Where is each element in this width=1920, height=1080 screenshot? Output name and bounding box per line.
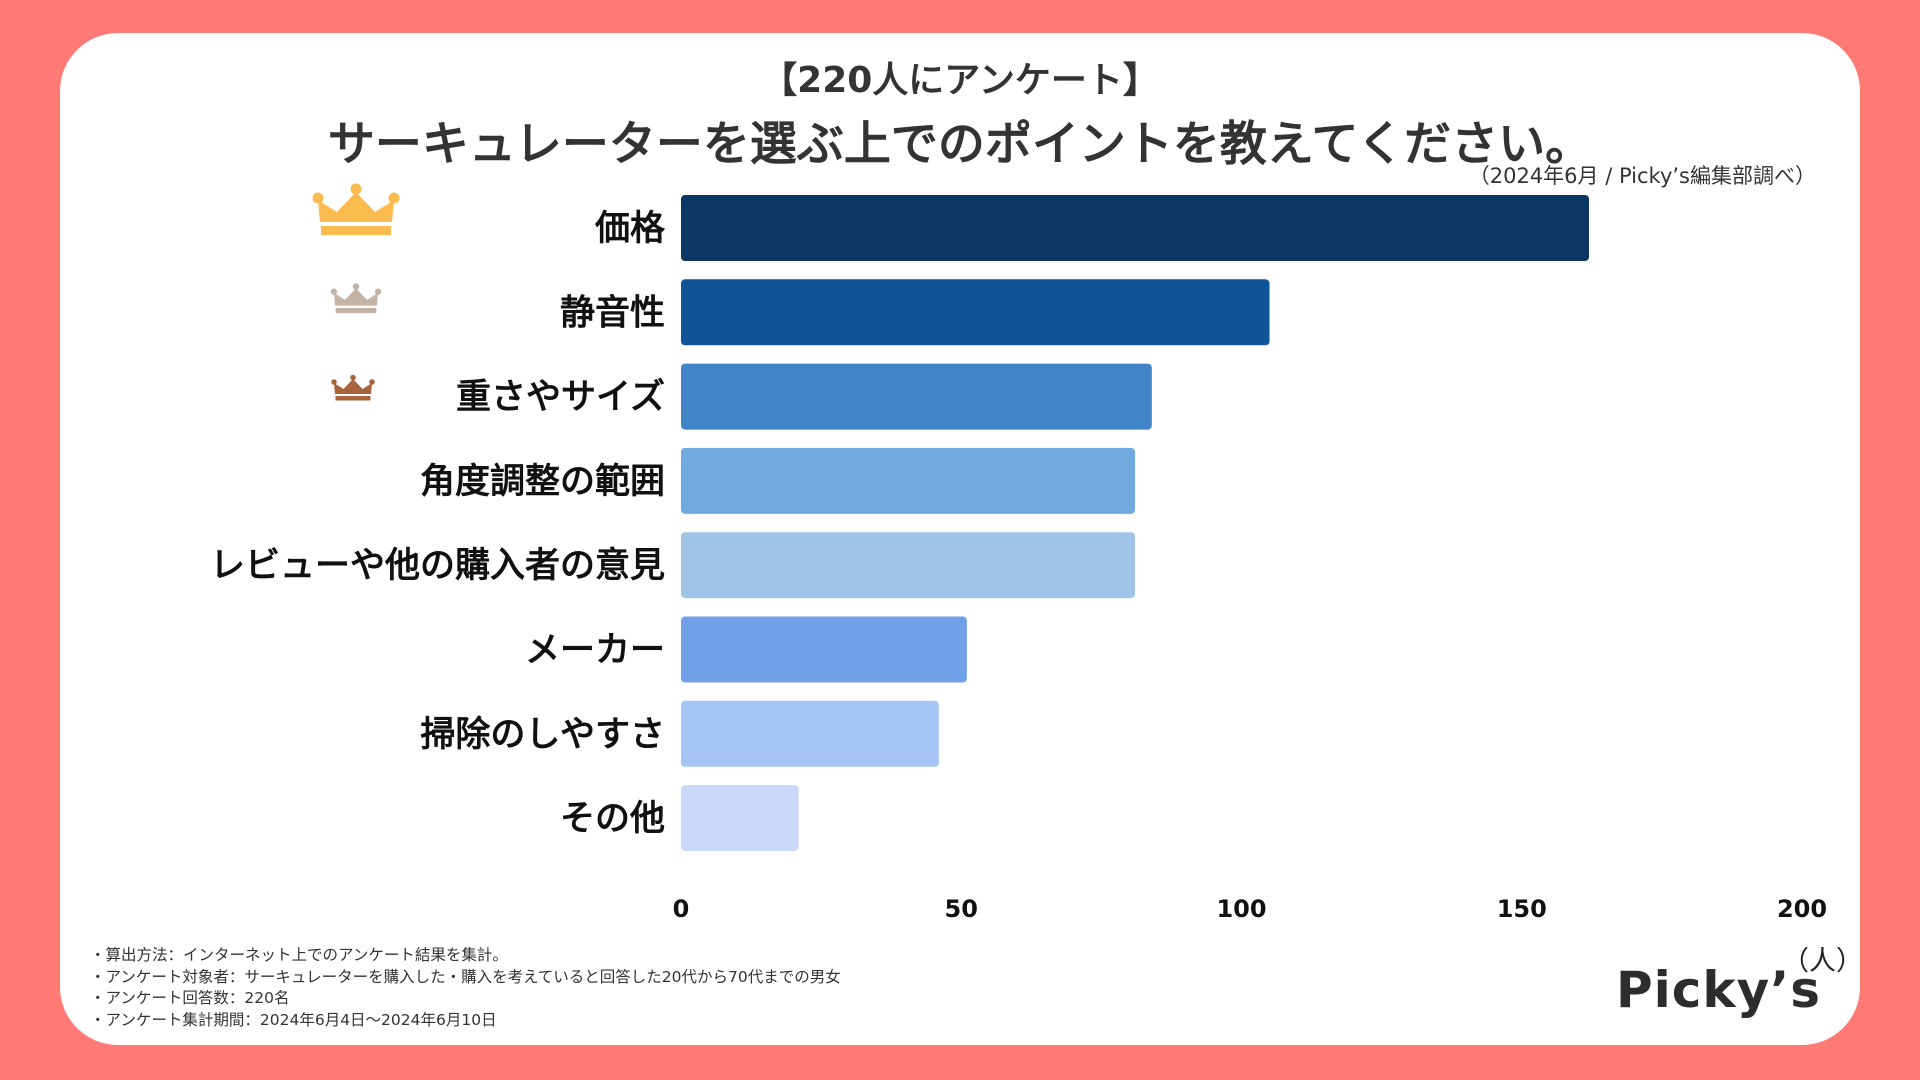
bar-chart: 価格静音性重さやサイズ角度調整の範囲レビューや他の購入者の意見メーカー掃除のしや…	[210, 183, 1827, 923]
bar-6	[681, 616, 967, 683]
category-label-1: 価格	[594, 209, 666, 249]
category-label-8: その他	[560, 799, 665, 839]
bar-1	[681, 195, 1590, 261]
bronze-crown-icon	[331, 374, 375, 401]
x-tick-label-200: 200	[1777, 895, 1827, 923]
x-tick-label-0: 0	[673, 895, 690, 923]
chart-title: サーキュレーターを選ぶ上でのポイントを教えてください。	[327, 117, 1593, 172]
bar-7	[681, 700, 939, 767]
x-tick-label-100: 100	[1216, 895, 1266, 923]
picky-s-logo: Picky’s	[1616, 961, 1822, 1019]
gold-crown-icon	[312, 183, 400, 235]
survey-card: 【220人にアンケート】 サーキュレーターを選ぶ上でのポイントを教えてください。…	[60, 33, 1860, 1045]
footnotes: ・算出方法：インターネット上でのアンケート結果を集計。 ・アンケート対象者：サー…	[90, 945, 841, 1031]
footnote-count: ・アンケート回答数：220名	[90, 989, 290, 1007]
bar-3	[681, 363, 1152, 430]
x-tick-label-150: 150	[1497, 895, 1547, 923]
category-label-6: メーカー	[525, 631, 665, 671]
category-label-3: 重さやサイズ	[456, 377, 665, 418]
bar-2	[681, 279, 1270, 346]
bar-4	[681, 447, 1136, 514]
footnote-period: ・アンケート集計期間：2024年6月4日〜2024年6月10日	[90, 1010, 497, 1029]
footnote-target: ・アンケート対象者：サーキュレーターを購入した・購入を考えていると回答した20代…	[90, 967, 841, 986]
x-tick-label-50: 50	[945, 895, 978, 923]
category-label-4: 角度調整の範囲	[420, 462, 665, 502]
silver-crown-icon	[330, 283, 382, 314]
category-label-5: レビューや他の購入者の意見	[210, 546, 665, 586]
bar-5	[681, 532, 1136, 599]
bar-8	[681, 785, 799, 852]
category-label-2: 静音性	[560, 292, 665, 333]
category-label-7: 掃除のしやすさ	[420, 715, 665, 755]
survey-tag: 【220人にアンケート】	[761, 60, 1159, 101]
footnote-method: ・算出方法：インターネット上でのアンケート結果を集計。	[90, 946, 508, 964]
source-note: （2024年6月 / Picky’s編集部調べ）	[1468, 164, 1816, 188]
x-axis-unit-label: （人）	[1782, 946, 1860, 977]
